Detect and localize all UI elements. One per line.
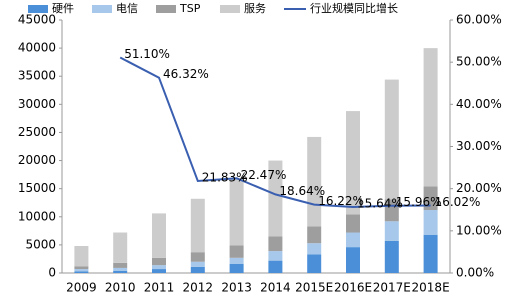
bar-segment <box>384 240 399 273</box>
x-tick-label: 2010 <box>105 281 136 295</box>
x-tick-label: 2015E <box>295 281 333 295</box>
value-label: 21.83% <box>202 170 248 184</box>
x-tick-label: 2013 <box>221 281 252 295</box>
y-tick-label: 35000 <box>18 69 56 83</box>
bar-segment <box>190 198 205 253</box>
value-label: 22.47% <box>241 168 287 182</box>
value-label: 15.96% <box>396 195 442 209</box>
bar-segment <box>229 245 244 258</box>
y-tick-label: 30000 <box>18 97 56 111</box>
bar-segment <box>74 266 89 270</box>
legend-label: 服务 <box>244 2 266 15</box>
bar-segment <box>423 210 438 235</box>
y-tick-label: 25000 <box>18 125 56 139</box>
value-label: 51.10% <box>124 47 170 61</box>
bar-segment <box>152 265 166 270</box>
bar-segment <box>152 257 166 266</box>
bar-segment <box>229 179 244 246</box>
bar-segment <box>190 266 205 273</box>
y-tick-label: 10000 <box>18 209 56 223</box>
y2-tick-label: 0.00% <box>456 266 494 280</box>
bar-segment <box>113 270 128 273</box>
bar-segment <box>346 111 360 215</box>
bar-segment <box>152 269 166 273</box>
bar-segment <box>113 262 128 268</box>
y-tick-label: 0 <box>48 266 56 280</box>
y-tick-label: 5000 <box>25 237 56 251</box>
y2-tick-label: 30.00% <box>456 139 502 153</box>
y-tick-label: 15000 <box>18 181 56 195</box>
bar-segment <box>346 247 360 273</box>
bar-segment <box>152 213 166 258</box>
x-tick-label: 2012 <box>183 281 214 295</box>
bar-segment <box>268 251 283 261</box>
x-tick-label: 2017E <box>373 281 411 295</box>
bar-segment <box>229 264 244 273</box>
legend-label: 行业规模同比增长 <box>310 1 398 15</box>
value-label: 18.64% <box>279 184 325 198</box>
y2-tick-label: 10.00% <box>456 223 502 237</box>
value-label: 15.64% <box>357 197 403 211</box>
x-tick-label: 2016E <box>334 281 372 295</box>
bar-segment <box>190 261 205 267</box>
x-tick-label: 2011 <box>144 281 175 295</box>
bar-segment <box>74 269 89 272</box>
legend-swatch <box>28 5 48 13</box>
bar-segment <box>190 252 205 262</box>
bar-segment <box>113 267 128 271</box>
y2-tick-label: 20.00% <box>456 181 502 195</box>
bar-segment <box>423 48 438 187</box>
bar-segment <box>74 271 89 273</box>
y-tick-label: 20000 <box>18 153 56 167</box>
bar-segment <box>307 254 322 273</box>
x-tick-label: 2018E <box>412 281 450 295</box>
y2-tick-label: 60.00% <box>456 13 502 27</box>
legend-label: TSP <box>179 2 201 15</box>
y-tick-label: 40000 <box>18 41 56 55</box>
legend-swatch <box>156 5 176 13</box>
bar-segment <box>384 79 399 200</box>
bar-segment <box>423 234 438 273</box>
value-label: 46.32% <box>163 67 209 81</box>
value-label: 16.02% <box>435 195 481 209</box>
legend-swatch <box>220 5 240 13</box>
bar-segment <box>268 160 283 237</box>
bar-segment <box>346 214 360 233</box>
bar-segment <box>307 243 322 255</box>
legend-label: 电信 <box>116 2 138 15</box>
value-label: 16.22% <box>318 194 364 208</box>
legend-swatch <box>92 5 112 13</box>
bar-segment <box>113 232 128 263</box>
y2-tick-label: 50.00% <box>456 55 502 69</box>
y2-tick-label: 40.00% <box>456 97 502 111</box>
bar-segment <box>307 226 322 244</box>
x-tick-label: 2009 <box>66 281 97 295</box>
bar-segment <box>268 260 283 273</box>
line <box>119 56 431 209</box>
bar-segment <box>384 221 399 241</box>
y-tick-label: 45000 <box>18 13 56 27</box>
bar-segment <box>346 232 360 248</box>
bar-segment <box>268 236 283 252</box>
bar-segment <box>74 246 89 267</box>
bar-segment <box>423 186 438 211</box>
x-tick-label: 2014 <box>260 281 291 295</box>
bar-segment <box>229 257 244 265</box>
bar-segment <box>307 136 322 227</box>
legend-label: 硬件 <box>52 2 74 15</box>
